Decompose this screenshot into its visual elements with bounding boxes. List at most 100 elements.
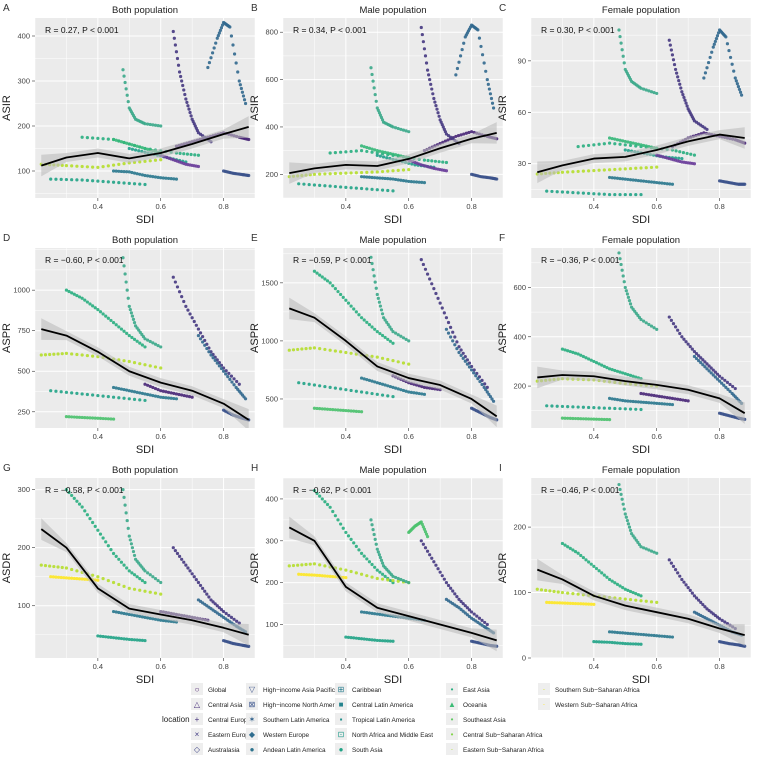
data-point: [106, 137, 110, 141]
legend-label: Australasia: [208, 747, 240, 754]
data-point: [652, 180, 656, 184]
data-point: [457, 60, 461, 64]
confidence-band: [41, 318, 249, 428]
data-point: [607, 630, 612, 634]
data-point: [631, 642, 635, 646]
data-point: [467, 130, 471, 135]
data-point: [80, 392, 84, 396]
data-point: [711, 368, 715, 372]
data-point: [703, 360, 707, 364]
data-point: [159, 618, 163, 622]
legend-label: Tropical Latin America: [352, 717, 415, 724]
data-point: [114, 554, 118, 558]
data-point: [362, 145, 366, 149]
data-point: [380, 333, 385, 338]
data-point: [122, 181, 126, 185]
data-point: [566, 170, 570, 174]
data-point: [80, 178, 84, 182]
data-point: [442, 577, 446, 581]
data-point: [613, 406, 617, 411]
data-point: [304, 347, 308, 351]
data-point: [173, 43, 177, 47]
data-point: [566, 545, 570, 549]
data-point: [365, 557, 369, 561]
data-point: [618, 192, 622, 197]
data-point: [344, 150, 348, 154]
data-point: [169, 177, 173, 181]
data-point: [352, 307, 356, 311]
data-point: [133, 148, 138, 152]
stat-annotation: R = −0.58, P < 0.001: [45, 485, 124, 495]
data-point: [710, 50, 714, 54]
data-point: [563, 348, 567, 352]
data-point: [140, 578, 144, 583]
data-point: [649, 401, 654, 405]
data-point: [677, 78, 681, 83]
data-point: [544, 588, 548, 592]
data-point: [373, 565, 377, 569]
data-point: [339, 350, 343, 354]
data-point: [434, 563, 438, 567]
confidence-band: [537, 366, 745, 425]
data-point: [621, 502, 625, 506]
data-point: [379, 558, 384, 562]
data-point: [153, 617, 158, 621]
data-point: [434, 291, 438, 296]
data-point: [391, 152, 395, 156]
data-point: [111, 320, 116, 325]
data-point: [106, 544, 110, 548]
data-point: [374, 99, 378, 103]
data-point: [404, 580, 408, 584]
data-point: [365, 149, 369, 154]
fit-line: [41, 328, 250, 421]
data-point: [117, 557, 121, 561]
data-point: [627, 525, 632, 529]
data-point: [346, 301, 351, 305]
data-point: [333, 184, 337, 189]
data-point: [597, 362, 601, 366]
data-point: [727, 48, 731, 53]
data-point: [628, 192, 633, 197]
data-point: [694, 356, 699, 361]
legend-label: Central Sub−Saharan Africa: [463, 732, 543, 739]
panel-title: Both population: [112, 235, 178, 246]
data-point: [70, 164, 74, 168]
data-point: [621, 274, 625, 278]
data-point: [644, 400, 648, 405]
data-point: [649, 393, 654, 397]
data-point: [80, 135, 84, 139]
panel-label: C: [499, 3, 506, 14]
data-point: [391, 177, 395, 181]
data-point: [401, 336, 406, 340]
data-point: [589, 417, 593, 421]
data-point: [146, 383, 150, 387]
data-point: [587, 191, 591, 196]
data-point: [72, 496, 76, 500]
data-point: [600, 363, 604, 367]
stat-annotation: R = 0.27, P < 0.001: [45, 25, 119, 35]
y-tick-label: 400: [265, 122, 278, 131]
data-point: [64, 177, 69, 182]
y-tick-label: 400: [17, 32, 30, 41]
data-point: [43, 353, 48, 357]
data-point: [117, 610, 121, 615]
data-point: [618, 257, 622, 261]
data-point: [399, 178, 403, 182]
data-point: [370, 523, 374, 527]
x-tick-label: 0.4: [589, 432, 599, 441]
data-point: [359, 390, 364, 394]
data-point: [182, 299, 186, 304]
data-point: [127, 637, 131, 642]
data-point: [323, 347, 327, 352]
data-point: [723, 620, 727, 624]
data-point: [437, 114, 441, 118]
series-high-income-north-america: [221, 169, 251, 178]
data-point: [217, 606, 221, 610]
data-point: [370, 170, 374, 174]
data-point: [172, 177, 176, 181]
data-point: [381, 155, 386, 159]
data-point: [673, 325, 678, 329]
data-point: [130, 143, 134, 147]
data-point: [639, 632, 643, 637]
data-point: [735, 82, 739, 86]
